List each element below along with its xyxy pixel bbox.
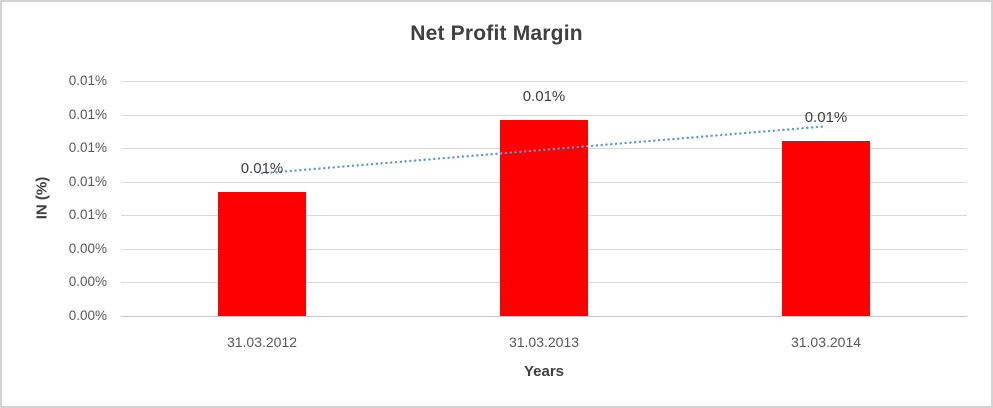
y-tick-label: 0.00%: [68, 308, 107, 323]
y-tick-label: 0.01%: [68, 73, 107, 88]
y-tick-label: 0.01%: [68, 207, 107, 223]
bar-data-label: 0.01%: [804, 109, 848, 127]
y-tick-label: 0.00%: [68, 274, 107, 290]
bar-31.03.2013: [500, 119, 588, 316]
bar-data-label: 0.01%: [240, 159, 284, 177]
x-axis-line: [121, 316, 967, 317]
bar-data-label: 0.01%: [522, 87, 566, 105]
gridline: [121, 114, 967, 116]
gridline: [121, 81, 967, 82]
y-tick-label: 0.00%: [68, 240, 107, 256]
bar-31.03.2014: [782, 141, 870, 316]
y-tick-label: 0.01%: [68, 173, 107, 189]
y-tick-label: 0.01%: [68, 106, 107, 122]
x-tick-label: 31.03.2012: [226, 334, 298, 350]
bar-31.03.2012: [218, 191, 306, 316]
x-tick-label: 31.03.2013: [508, 334, 580, 350]
chart-title: Net Profit Margin: [410, 22, 583, 45]
x-tick-label: 31.03.2014: [790, 334, 862, 350]
x-axis-title: Years: [523, 363, 565, 380]
y-tick-label: 0.01%: [68, 140, 107, 156]
